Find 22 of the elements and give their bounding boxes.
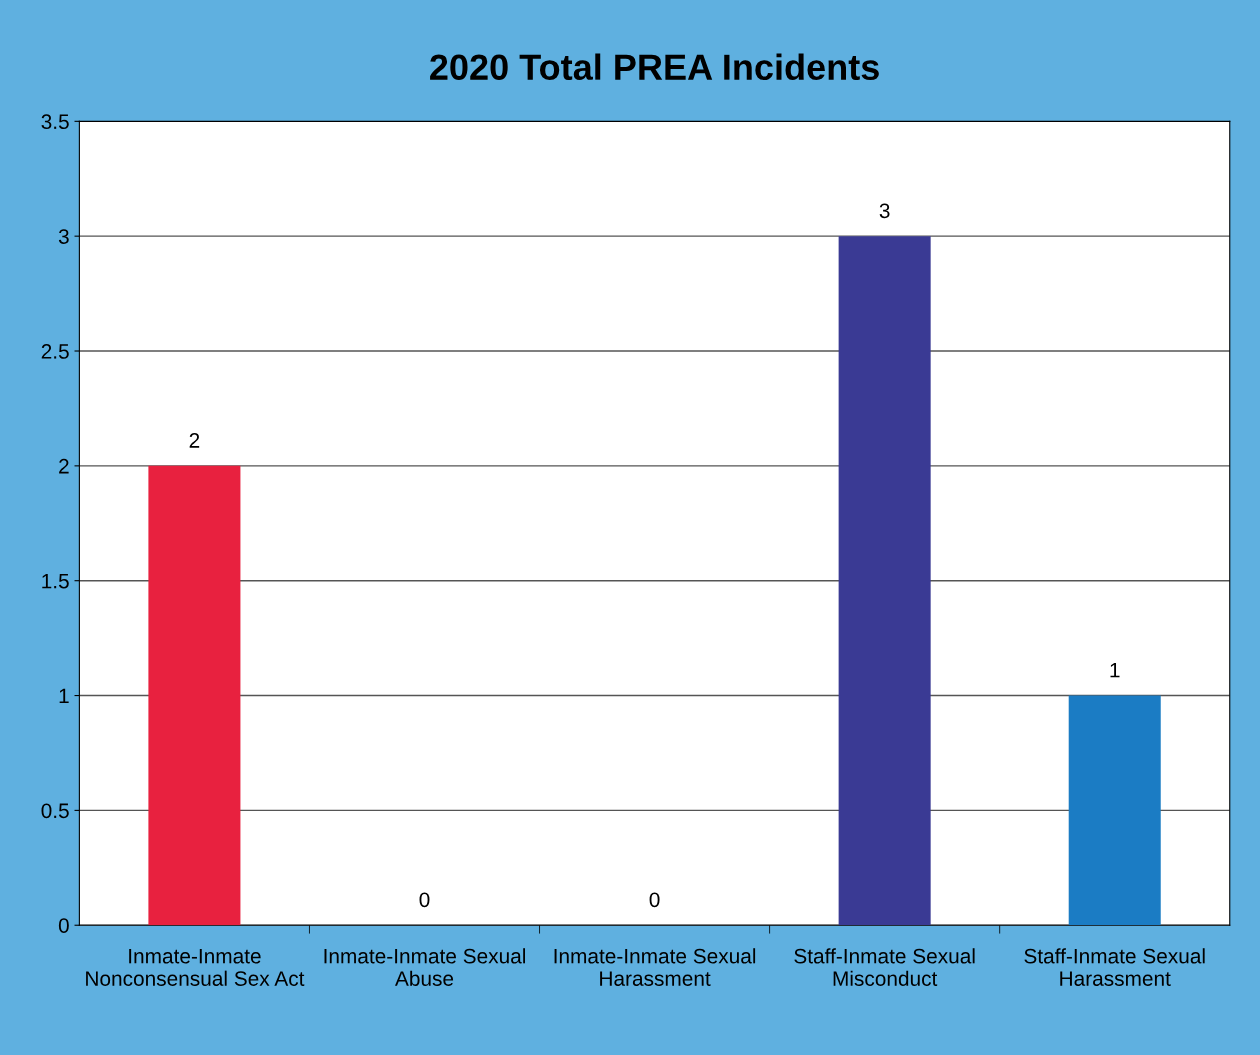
- bar: [148, 465, 241, 926]
- y-tick-label: 3: [58, 229, 69, 244]
- data-label: 3: [879, 203, 890, 219]
- data-label: 0: [419, 892, 430, 908]
- y-tick-label: 2: [59, 458, 69, 474]
- y-tick-label: 3.5: [41, 114, 69, 130]
- x-tick-label: Staff-Inmate Sexual Misconduct: [794, 948, 975, 986]
- x-tick-label: Staff-Inmate Sexual Harassment: [1024, 948, 1205, 986]
- data-label: 2: [189, 433, 200, 448]
- y-tick-label: 2.5: [41, 344, 69, 359]
- y-tick-label: 1: [59, 688, 69, 704]
- data-label: 0: [649, 892, 660, 908]
- x-tick-label: Inmate-Inmate Nonconsensual Sex Act: [86, 948, 305, 986]
- y-tick-label: 0.5: [41, 803, 69, 819]
- x-tick-label: Inmate-Inmate Sexual Harassment: [554, 948, 756, 986]
- x-tick-label: Inmate-Inmate Sexual Abuse: [324, 948, 526, 986]
- bar: [1068, 695, 1161, 926]
- y-tick-label: 0: [58, 918, 69, 933]
- bar: [838, 236, 931, 926]
- chart-title: 2020 Total PREA Incidents: [430, 53, 879, 81]
- y-tick-label: 1.5: [42, 573, 69, 589]
- data-label: 1: [1110, 663, 1120, 678]
